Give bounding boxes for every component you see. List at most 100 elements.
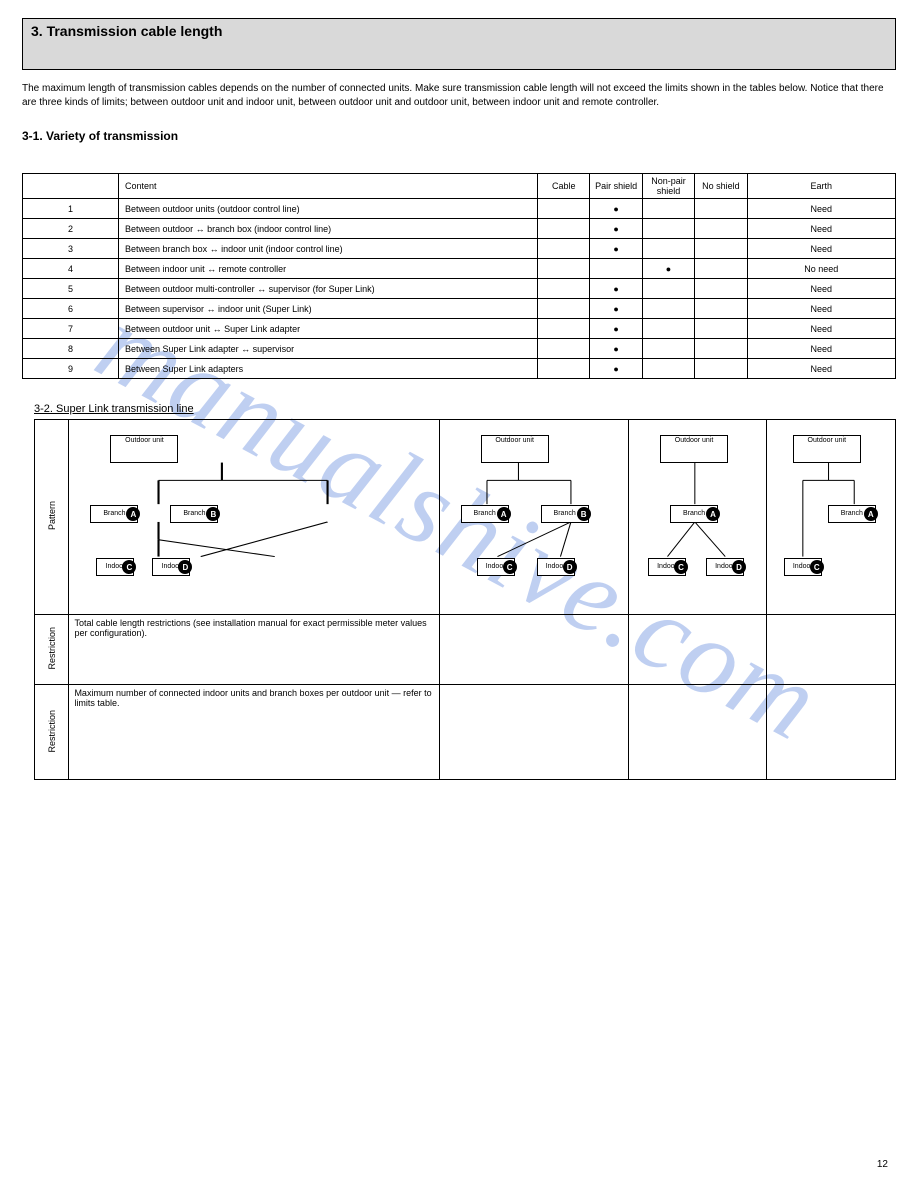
restriction-cell-2a: Maximum number of connected indoor units… xyxy=(69,685,439,780)
cell-pair-shield: ● xyxy=(590,279,642,299)
restriction-cell-2b xyxy=(439,685,628,780)
table-row: 3Between branch box ↔ indoor unit (indoo… xyxy=(23,239,896,259)
superlink-pattern-table: Pattern Outdoor unit Branch xyxy=(34,419,896,780)
cell-pair-shield: ● xyxy=(590,239,642,259)
table-row: 7Between outdoor unit ↔ Super Link adapt… xyxy=(23,319,896,339)
diagram-1branch-2indoor: Outdoor unit Branch A Indoor C Indoor D xyxy=(634,423,761,611)
cell-nonpair-shield: ● xyxy=(642,259,694,279)
cell-pair-shield xyxy=(590,259,642,279)
cell-earth: Need xyxy=(747,239,895,259)
col-content: Content xyxy=(119,174,538,199)
cell-cable xyxy=(538,239,590,259)
diagram-cell-4: Outdoor unit Branch A Indoor C xyxy=(766,420,895,615)
row-content: Between branch box ↔ indoor unit (indoor… xyxy=(119,239,538,259)
col-earth: Earth xyxy=(747,174,895,199)
restriction-cell-2d xyxy=(766,685,895,780)
cell-earth: Need xyxy=(747,299,895,319)
col-no-shield: No shield xyxy=(695,174,747,199)
row-index: 8 xyxy=(23,339,119,359)
cell-no-shield xyxy=(695,319,747,339)
transmission-variety-table: Content Cable Pair shield Non-pair shiel… xyxy=(22,173,896,379)
cell-pair-shield: ● xyxy=(590,359,642,379)
letter-a-icon: A xyxy=(706,507,720,521)
letter-a-icon: A xyxy=(497,507,511,521)
cell-pair-shield: ● xyxy=(590,219,642,239)
letter-d-icon: D xyxy=(563,560,577,574)
letter-c-icon: C xyxy=(674,560,688,574)
cell-cable xyxy=(538,219,590,239)
cell-nonpair-shield xyxy=(642,199,694,219)
cell-nonpair-shield xyxy=(642,319,694,339)
cell-nonpair-shield xyxy=(642,339,694,359)
cell-nonpair-shield xyxy=(642,219,694,239)
restriction-row-1: Restriction Total cable length restricti… xyxy=(35,615,896,685)
page-number: 12 xyxy=(877,1159,888,1170)
col-label xyxy=(23,174,119,199)
cell-nonpair-shield xyxy=(642,279,694,299)
intro-text: The maximum length of transmission cable… xyxy=(22,83,884,108)
page-content: 3. Transmission cable length The maximum… xyxy=(22,18,896,1166)
letter-a-icon: A xyxy=(864,507,878,521)
cell-earth: Need xyxy=(747,219,895,239)
table-row: 6Between supervisor ↔ indoor unit (Super… xyxy=(23,299,896,319)
cell-earth: Need xyxy=(747,359,895,379)
outdoor-box: Outdoor unit xyxy=(793,435,861,463)
diagram-4branch-a: Outdoor unit Branch A Branch B Indoor C … xyxy=(74,423,433,611)
restriction-cell-1b xyxy=(439,615,628,685)
col-nonpair-shield: Non-pair shield xyxy=(642,174,694,199)
letter-c-icon: C xyxy=(503,560,517,574)
cell-no-shield xyxy=(695,299,747,319)
cell-cable xyxy=(538,359,590,379)
cell-cable xyxy=(538,299,590,319)
cell-nonpair-shield xyxy=(642,299,694,319)
row-index: 3 xyxy=(23,239,119,259)
row-label-restriction-2: Restriction xyxy=(35,685,69,780)
diagram-cell-2: Outdoor unit Branch A Branch B Indoor C … xyxy=(439,420,628,615)
cell-no-shield xyxy=(695,359,747,379)
cell-no-shield xyxy=(695,339,747,359)
table-header-row: Content Cable Pair shield Non-pair shiel… xyxy=(23,174,896,199)
cell-nonpair-shield xyxy=(642,239,694,259)
diagram-cell-1: Outdoor unit Branch A Branch B Indoor C … xyxy=(69,420,439,615)
row-content: Between Super Link adapters xyxy=(119,359,538,379)
cell-cable xyxy=(538,319,590,339)
letter-c-icon: C xyxy=(810,560,824,574)
row-index: 7 xyxy=(23,319,119,339)
diagram-1branch-1indoor: Outdoor unit Branch A Indoor C xyxy=(772,423,890,611)
intro-paragraph: The maximum length of transmission cable… xyxy=(22,70,896,115)
cell-no-shield xyxy=(695,219,747,239)
outdoor-box: Outdoor unit xyxy=(481,435,549,463)
cell-no-shield xyxy=(695,239,747,259)
table-row: 4Between indoor unit ↔ remote controller… xyxy=(23,259,896,279)
letter-d-icon: D xyxy=(732,560,746,574)
restriction-cell-1c xyxy=(629,615,767,685)
pattern-diagram-row: Pattern Outdoor unit Branch xyxy=(35,420,896,615)
section-title-text: 3. Transmission cable length xyxy=(31,23,222,39)
cell-pair-shield: ● xyxy=(590,339,642,359)
cell-cable xyxy=(538,339,590,359)
subsection-heading-3-1: 3-1. Variety of transmission xyxy=(22,129,896,143)
row-content: Between outdoor ↔ branch box (indoor con… xyxy=(119,219,538,239)
col-cable: Cable xyxy=(538,174,590,199)
row-content: Between supervisor ↔ indoor unit (Super … xyxy=(119,299,538,319)
cell-pair-shield: ● xyxy=(590,199,642,219)
letter-b-icon: B xyxy=(577,507,591,521)
outdoor-box: Outdoor unit xyxy=(110,435,178,463)
row-index: 4 xyxy=(23,259,119,279)
row-content: Between outdoor multi-controller ↔ super… xyxy=(119,279,538,299)
row-index: 5 xyxy=(23,279,119,299)
cell-nonpair-shield xyxy=(642,359,694,379)
row-content: Between indoor unit ↔ remote controller xyxy=(119,259,538,279)
table-row: 9Between Super Link adapters●Need xyxy=(23,359,896,379)
cell-no-shield xyxy=(695,279,747,299)
cell-earth: Need xyxy=(747,319,895,339)
cell-pair-shield: ● xyxy=(590,299,642,319)
row-content: Between outdoor units (outdoor control l… xyxy=(119,199,538,219)
restriction-cell-2c xyxy=(629,685,767,780)
cell-earth: Need xyxy=(747,199,895,219)
outdoor-box: Outdoor unit xyxy=(660,435,728,463)
cell-cable xyxy=(538,259,590,279)
restriction-cell-1a: Total cable length restrictions (see ins… xyxy=(69,615,439,685)
row-index: 6 xyxy=(23,299,119,319)
row-index: 2 xyxy=(23,219,119,239)
